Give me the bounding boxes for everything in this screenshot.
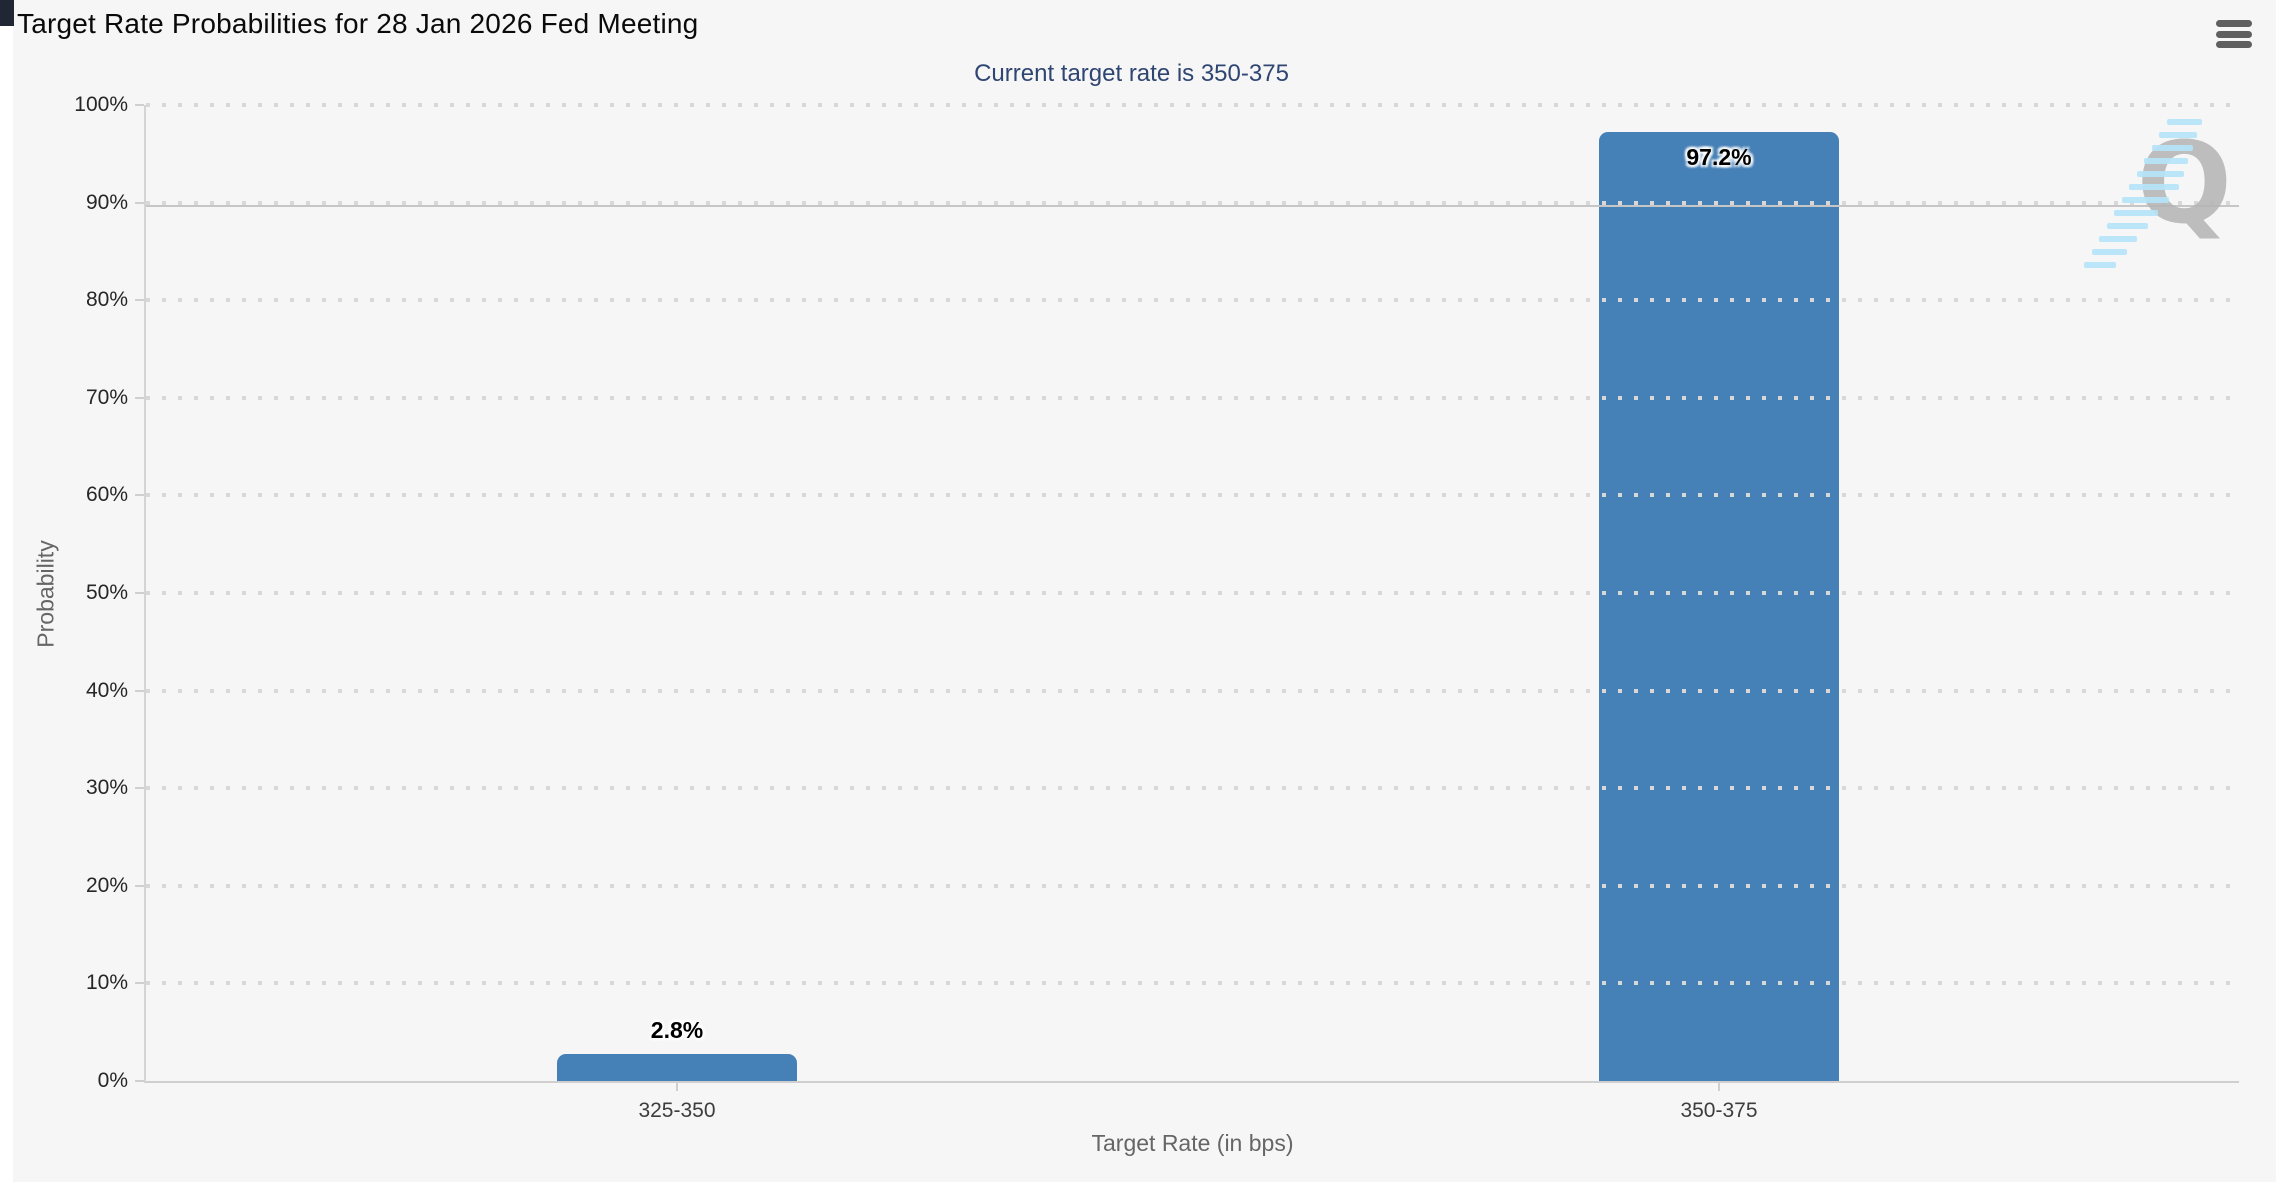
- y-tick-mark: [135, 689, 144, 692]
- top-left-corner-block: [0, 0, 14, 26]
- gridline-dotted: [146, 298, 2239, 303]
- y-tick-mark: [135, 592, 144, 594]
- y-tick-label: 0%: [97, 1069, 128, 1092]
- gridline-dotted: [146, 981, 2239, 986]
- bar-value-label: 97.2%: [1686, 144, 1752, 171]
- chart-subtitle: Current target rate is 350-375: [974, 60, 1289, 87]
- gridline-dotted: [146, 688, 2239, 693]
- y-axis-band: 0% 10% 20% 30% 40% 50% 60% 70% 80% 90% 100%: [0, 93, 144, 1092]
- y-tick-mark: [135, 884, 144, 887]
- y-tick-mark: [135, 299, 144, 302]
- gridline-dotted: [146, 200, 2239, 205]
- gridline-dotted: [146, 786, 2239, 791]
- x-category-label: 350-375: [1680, 1099, 1758, 1122]
- gridline-dotted: [146, 883, 2239, 888]
- y-tick-label: 50%: [85, 581, 128, 604]
- y-tick-label: 70%: [85, 385, 128, 409]
- bar-350-375[interactable]: [1599, 132, 1839, 1081]
- hamburger-menu-button[interactable]: [2216, 18, 2252, 50]
- x-axis-title: Target Rate (in bps): [1091, 1130, 1294, 1156]
- bar-group: 2.8%: [557, 105, 797, 1081]
- y-tick-label: 30%: [85, 776, 128, 800]
- plot-area: 2.8% 97.2%: [144, 103, 2239, 1083]
- gridline-dotted: [146, 103, 2239, 107]
- y-tick-label: 80%: [85, 288, 128, 312]
- y-tick-mark: [135, 787, 144, 790]
- y-tick-mark: [135, 982, 144, 985]
- x-axis-band: 325-350 350-375: [146, 1081, 2239, 1141]
- x-category-label: 325-350: [638, 1099, 716, 1122]
- y-tick-label: 10%: [85, 971, 128, 995]
- y-tick-label: 20%: [85, 873, 128, 897]
- y-tick-label: 90%: [85, 190, 128, 214]
- y-tick-mark: [135, 1080, 144, 1082]
- x-tick-mark: [676, 1081, 678, 1091]
- y-tick-label: 100%: [74, 93, 128, 116]
- y-tick-mark: [135, 104, 144, 106]
- bar-group: 97.2%: [1599, 105, 1839, 1081]
- y-tick-mark: [135, 201, 144, 204]
- gridline-dotted: [146, 591, 2239, 595]
- hamburger-bar: [2216, 30, 2252, 38]
- y-tick-label: 60%: [85, 483, 128, 507]
- y-tick-label: 40%: [85, 678, 128, 702]
- x-tick-mark: [1718, 1081, 1720, 1091]
- chart-title: Target Rate Probabilities for 28 Jan 202…: [17, 8, 699, 39]
- bar-value-label: 2.8%: [650, 1016, 704, 1043]
- y-tick-mark: [135, 494, 144, 497]
- gridline-dotted: [146, 493, 2239, 498]
- hamburger-bar: [2216, 41, 2252, 48]
- hamburger-bar: [2216, 20, 2252, 27]
- bar-325-350[interactable]: [557, 1053, 797, 1081]
- gridline-dotted: [146, 395, 2239, 400]
- y-tick-mark: [135, 396, 144, 399]
- gridline-solid-90: [146, 204, 2239, 207]
